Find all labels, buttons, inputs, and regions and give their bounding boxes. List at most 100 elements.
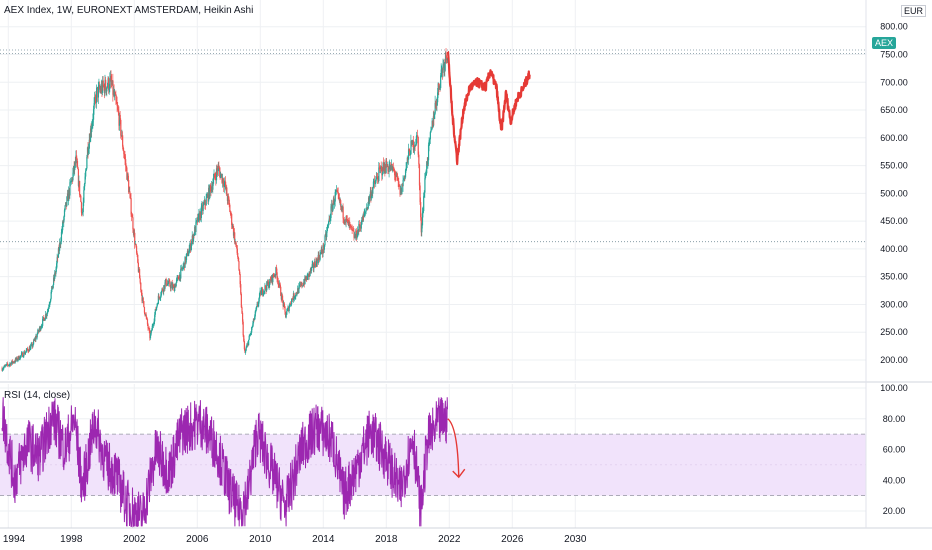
candle-body: [5, 365, 7, 367]
candle-body: [434, 102, 436, 114]
candle-body: [226, 195, 229, 201]
candle-body: [200, 211, 202, 218]
candle-body: [102, 80, 104, 93]
candle-body: [96, 87, 98, 89]
candle-body: [255, 309, 257, 312]
candle-body: [382, 162, 384, 174]
candle-body: [149, 334, 152, 339]
candle-body: [252, 318, 255, 324]
candle-body: [446, 57, 448, 61]
candle-body: [158, 295, 160, 298]
candle-body: [210, 187, 212, 192]
candle-body: [364, 211, 367, 213]
candle-body: [414, 145, 416, 149]
candle-body: [39, 326, 41, 330]
candle-body: [129, 194, 132, 199]
candle-body: [293, 293, 295, 299]
rsi-title: RSI (14, close): [4, 390, 71, 401]
price-tick-label: 300.00: [880, 299, 908, 309]
candle-body: [4, 365, 6, 367]
candle-body: [195, 220, 198, 222]
candle-body: [214, 176, 216, 178]
candle-body: [63, 216, 65, 223]
candle-body: [418, 164, 421, 186]
candle-body: [303, 282, 305, 286]
candle-body: [249, 335, 251, 337]
candle-body: [215, 177, 217, 181]
candle-body: [427, 144, 430, 161]
candle-body: [53, 277, 55, 279]
price-tick-label: 800.00: [880, 22, 908, 32]
candle-body: [135, 244, 137, 247]
candle-body: [415, 136, 418, 145]
candle-body: [81, 212, 83, 214]
candle-body: [175, 282, 177, 288]
candle-body: [311, 267, 313, 271]
candle-body: [185, 256, 187, 263]
candle-body: [248, 339, 250, 346]
candle-body: [16, 357, 18, 361]
candle-body: [317, 259, 319, 264]
candle-body: [9, 363, 12, 366]
candle-body: [270, 279, 272, 282]
candle-body: [387, 166, 389, 172]
price-tick-label: 500.00: [880, 188, 908, 198]
candle-body: [212, 177, 215, 184]
candle-body: [208, 187, 210, 199]
candle-body: [180, 267, 183, 269]
candle-body: [204, 200, 206, 205]
candle-body: [265, 288, 267, 291]
candle-body: [125, 165, 127, 168]
candle-body: [93, 103, 95, 110]
candle-body: [251, 327, 253, 328]
candle-body: [119, 114, 121, 120]
chart-title: AEX Index, 1W, EURONEXT AMSTERDAM, Heiki…: [4, 5, 254, 16]
candle-body: [159, 297, 161, 299]
candle-body: [169, 280, 171, 287]
candle-body: [183, 262, 185, 266]
candle-body: [41, 325, 43, 327]
price-tick-label: 250.00: [880, 327, 908, 337]
candle-body: [363, 214, 365, 216]
currency-label[interactable]: EUR: [901, 5, 927, 17]
candle-body: [18, 356, 20, 360]
candle-body: [203, 200, 206, 204]
candle-body: [291, 298, 293, 305]
candle-body: [363, 212, 365, 216]
rsi-line: [1, 397, 448, 528]
candle-body: [429, 132, 431, 140]
candle-body: [168, 280, 170, 284]
candle-body: [323, 245, 325, 250]
candle-body: [163, 285, 165, 292]
candle-body: [140, 289, 143, 293]
candle-body: [20, 353, 23, 356]
candle-body: [387, 171, 390, 172]
candle-body: [348, 219, 350, 227]
candle-body: [202, 205, 204, 211]
rsi-axis-labels: 20.00 40.00 60.00 80.00 100.00: [880, 383, 908, 516]
candle-body: [289, 303, 292, 305]
arrow-head: [452, 468, 466, 479]
candle-body: [88, 139, 90, 149]
candle-body: [353, 231, 355, 238]
candle-body: [80, 201, 83, 213]
candle-body: [10, 362, 12, 366]
candle-body: [386, 166, 388, 168]
candle-body: [143, 301, 145, 307]
candle-body: [278, 284, 280, 286]
candle-body: [214, 173, 216, 177]
candle-body: [260, 290, 262, 296]
time-axis-labels: 1994 1998 2002 2006 2010 2014 2018 2022 2026 2030: [3, 534, 587, 545]
candle-body: [82, 202, 84, 213]
candle-body: [113, 90, 115, 97]
candle-body: [364, 212, 366, 214]
candle-body: [444, 52, 447, 64]
candle-body: [264, 285, 266, 291]
candle-body: [132, 217, 134, 230]
candle-body: [400, 188, 402, 195]
candle-body: [223, 182, 226, 188]
candle-body: [135, 246, 138, 253]
candle-body: [400, 188, 402, 195]
candle-body: [65, 202, 67, 206]
candle-body: [314, 261, 316, 266]
